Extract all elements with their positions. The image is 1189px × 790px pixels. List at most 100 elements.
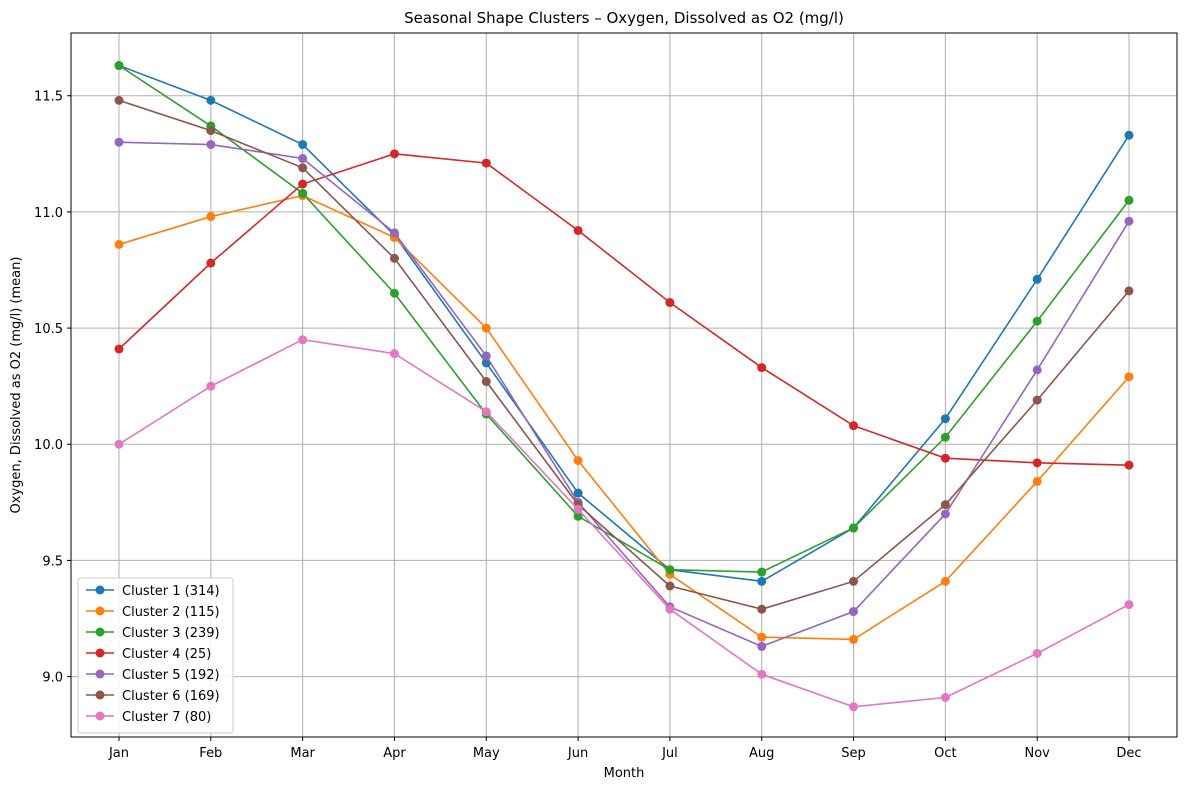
series-6 [114,95,1134,614]
x-tick-label: Dec [1116,746,1141,761]
data-point [757,669,767,679]
data-point [757,576,767,586]
x-tick-label: Jul [661,746,678,761]
legend-item: Cluster 5 (192) [86,668,220,683]
legend-label: Cluster 2 (115) [122,605,220,620]
data-point [1032,648,1042,658]
legend-label: Cluster 6 (169) [122,689,220,704]
x-tick-label: Aug [749,746,774,761]
y-tick-label: 10.0 [34,438,63,453]
x-axis-label: Month [604,766,645,781]
data-point [1032,274,1042,284]
data-point [849,421,859,431]
data-point [573,225,583,235]
data-point [757,363,767,373]
data-point [298,140,308,150]
data-point [1032,476,1042,486]
legend-item: Cluster 2 (115) [86,605,220,620]
series-line [118,141,1130,648]
data-point [114,239,124,249]
data-point [940,509,950,519]
data-point [298,335,308,345]
x-tick-label: Apr [383,746,406,761]
series-3 [114,61,1134,577]
data-point [298,179,308,189]
data-point [206,258,216,268]
data-point [665,581,675,591]
data-point [389,253,399,263]
data-point [298,153,308,163]
data-point [1124,372,1134,382]
axis-ticks: Jan Feb Mar Apr May Jun Jul Aug Sep Oct Nov Dec 9.0 9… [34,90,1142,761]
data-point [1124,286,1134,296]
series-line [118,153,1130,466]
x-tick-label: Nov [1024,746,1050,761]
data-point [298,188,308,198]
data-point [206,140,216,150]
data-point [573,511,583,521]
data-point [298,163,308,173]
x-tick-label: May [473,746,500,761]
data-point [1124,195,1134,205]
legend-box [77,577,234,734]
series-4 [114,149,1134,470]
data-point [206,126,216,136]
legend-label: Cluster 3 (239) [122,626,220,641]
data-point [1124,460,1134,470]
data-point [757,567,767,577]
series-line [118,99,1130,611]
data-point [849,702,859,712]
data-point [665,298,675,308]
data-point [757,632,767,642]
data-point [481,323,491,333]
y-tick-label: 10.5 [34,322,63,337]
data-point [849,607,859,617]
legend-item: Cluster 6 (169) [86,689,220,704]
x-tick-label: Feb [199,746,222,761]
data-point [114,61,124,71]
legend-marker [95,606,105,616]
series-layer [114,61,1134,712]
data-point [1032,316,1042,326]
data-point [573,456,583,466]
series-5 [114,137,1134,651]
data-point [389,149,399,159]
legend-marker [95,648,105,658]
data-point [940,453,950,463]
data-point [573,504,583,514]
y-tick-label: 11.0 [34,206,63,221]
data-point [206,212,216,222]
data-point [1124,600,1134,610]
x-tick-label: Jan [108,746,129,761]
legend-marker [95,690,105,700]
legend-marker [95,669,105,679]
data-point [1032,395,1042,405]
data-point [206,95,216,105]
x-tick-label: Mar [290,746,315,761]
x-tick-label: Sep [841,746,866,761]
legend-marker [95,627,105,637]
data-point [757,604,767,614]
data-point [940,414,950,424]
x-tick-label: Jun [567,746,588,761]
data-point [114,95,124,105]
legend-item: Cluster 4 (25) [86,647,211,662]
plot-frame [70,32,1178,738]
series-line [118,64,1130,583]
data-point [389,349,399,359]
legend-marker [95,711,105,721]
data-point [206,381,216,391]
series-line [118,64,1130,573]
legend-label: Cluster 4 (25) [122,647,211,662]
legend-label: Cluster 7 (80) [122,710,211,725]
data-point [481,351,491,361]
legend: Cluster 1 (314) Cluster 2 (115) Cluster 3 … [77,577,234,734]
data-point [757,641,767,651]
legend-item: Cluster 1 (314) [86,584,220,599]
legend-label: Cluster 1 (314) [122,584,220,599]
data-point [481,377,491,387]
y-tick-label: 11.5 [34,90,63,105]
legend-marker [95,585,105,595]
